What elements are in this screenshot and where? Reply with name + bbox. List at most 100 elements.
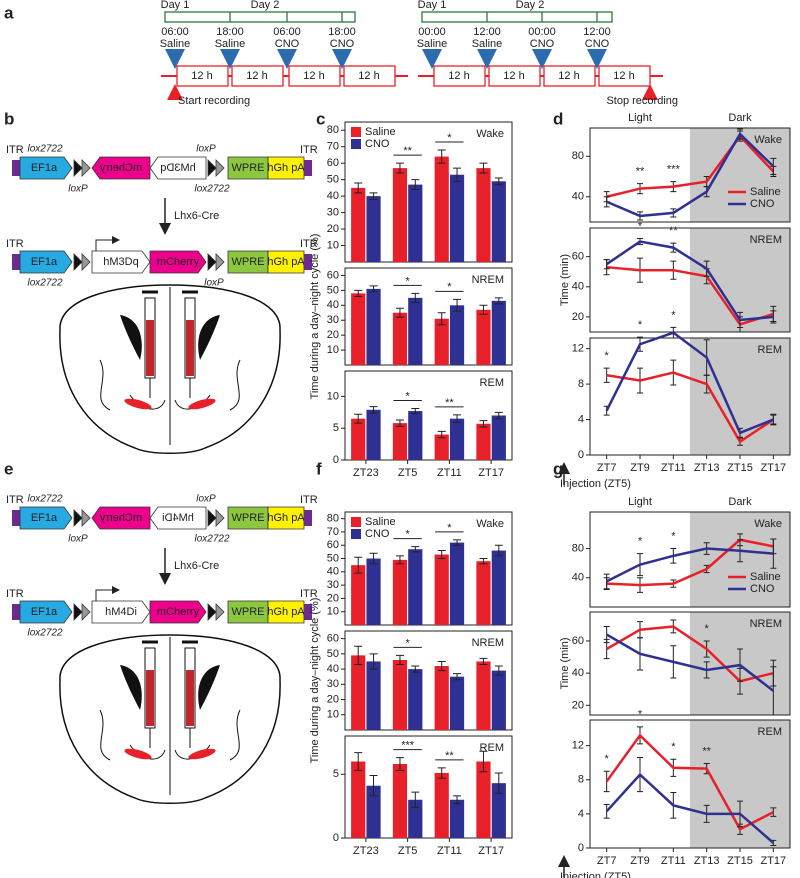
y-tick-label: 80 [327, 513, 339, 525]
bar [449, 542, 465, 625]
bar [392, 559, 408, 625]
panel-label: g [553, 459, 563, 478]
bar [434, 434, 449, 460]
x-tick-label: ZT7 [597, 855, 617, 867]
significance-label: * [638, 709, 643, 721]
y-tick-label: 20 [327, 693, 339, 705]
x-tick-label: ZT17 [760, 855, 786, 867]
legend-label: CNO [750, 583, 775, 595]
itr-label: ITR [6, 144, 24, 156]
gene [149, 156, 207, 180]
block-label: 12 h [503, 70, 524, 82]
event-treatment: Saline [215, 38, 246, 50]
error-bar [354, 645, 363, 666]
significance-label: ** [636, 165, 645, 177]
error-bar [437, 767, 446, 779]
lox2722-site [81, 509, 91, 527]
error-bar [369, 192, 378, 200]
legend-label: Saline [750, 186, 781, 198]
bar [408, 411, 423, 460]
panel-label: f [316, 459, 322, 478]
ventricle [120, 665, 220, 710]
block-label: 12 h [191, 70, 212, 82]
line [606, 625, 774, 683]
syringe-fill [146, 320, 154, 376]
bar [408, 549, 423, 625]
line [606, 265, 774, 326]
error-bar [453, 795, 462, 805]
error-bar [479, 657, 488, 666]
subplot-title: REM [480, 377, 504, 389]
y-tick-label: 30 [327, 206, 339, 218]
panel-label: b [4, 109, 14, 128]
bar [434, 156, 449, 262]
error-bar [479, 420, 488, 428]
subplot-title: Wake [754, 518, 782, 530]
bar [351, 418, 366, 460]
significance-label: * [671, 741, 676, 753]
axes-frame [589, 337, 791, 456]
error-bar [437, 312, 446, 326]
x-tick-label: ZT15 [727, 462, 753, 474]
y-tick-label: 40 [327, 190, 339, 202]
gene [91, 250, 151, 274]
y-tick-label: 70 [327, 141, 339, 153]
itr-label: ITR [300, 238, 318, 250]
site-label: lox2722 [27, 494, 62, 505]
block [543, 65, 596, 87]
itr [12, 604, 20, 620]
error-bar [369, 285, 378, 293]
bar [491, 300, 506, 365]
bar [449, 418, 465, 460]
error-bar [494, 544, 503, 557]
y-tick-label: 20 [327, 223, 339, 235]
bar [476, 761, 491, 838]
gene [91, 600, 151, 624]
gene-label: hM3Dq [160, 162, 195, 174]
y-tick-label: 0 [333, 832, 339, 844]
lox2722-site [215, 253, 225, 271]
x-tick-label: ZT11 [437, 467, 462, 479]
itr [304, 254, 312, 270]
gene-label: mCherry [157, 256, 200, 268]
bar [476, 423, 491, 460]
error-bar [479, 750, 488, 773]
day-bar [164, 11, 356, 23]
error-bar [437, 550, 446, 560]
wpre-label: WPRE [232, 512, 265, 524]
error-bar [770, 157, 777, 175]
significance-label: * [605, 350, 610, 362]
y-tick-label: 50 [327, 174, 339, 186]
significance-label: ** [669, 225, 678, 237]
block-label: 12 h [246, 70, 267, 82]
legend-label: CNO [365, 138, 390, 150]
polya [267, 156, 305, 180]
polya [267, 250, 305, 274]
error-bar [453, 414, 462, 423]
bar [449, 799, 465, 838]
y-tick-label: 30 [327, 314, 339, 326]
axes-frame [344, 121, 513, 263]
error-bar [395, 654, 404, 666]
bar [351, 187, 366, 262]
promoter-label: EF1a [31, 606, 58, 618]
day-label: Day 1 [161, 0, 190, 11]
site-label: loxP [68, 534, 88, 545]
injection-site [188, 398, 216, 410]
error-bar [411, 408, 420, 415]
error-bar [437, 430, 446, 439]
significance-label: * [405, 390, 410, 402]
x-tick-label: ZT17 [478, 467, 504, 479]
bar [408, 669, 423, 730]
x-tick-label: ZT13 [694, 855, 720, 867]
error-bar [395, 757, 404, 771]
promoter-arrow [95, 236, 120, 251]
error-bar [479, 558, 488, 565]
error-bar [411, 292, 420, 303]
y-tick-label: 60 [327, 157, 339, 169]
itr [12, 510, 20, 526]
promoter [19, 600, 73, 624]
error-bar [411, 791, 420, 808]
y-tick-label: 60 [327, 269, 339, 281]
injection-label: Injection (ZT5) [560, 871, 631, 878]
